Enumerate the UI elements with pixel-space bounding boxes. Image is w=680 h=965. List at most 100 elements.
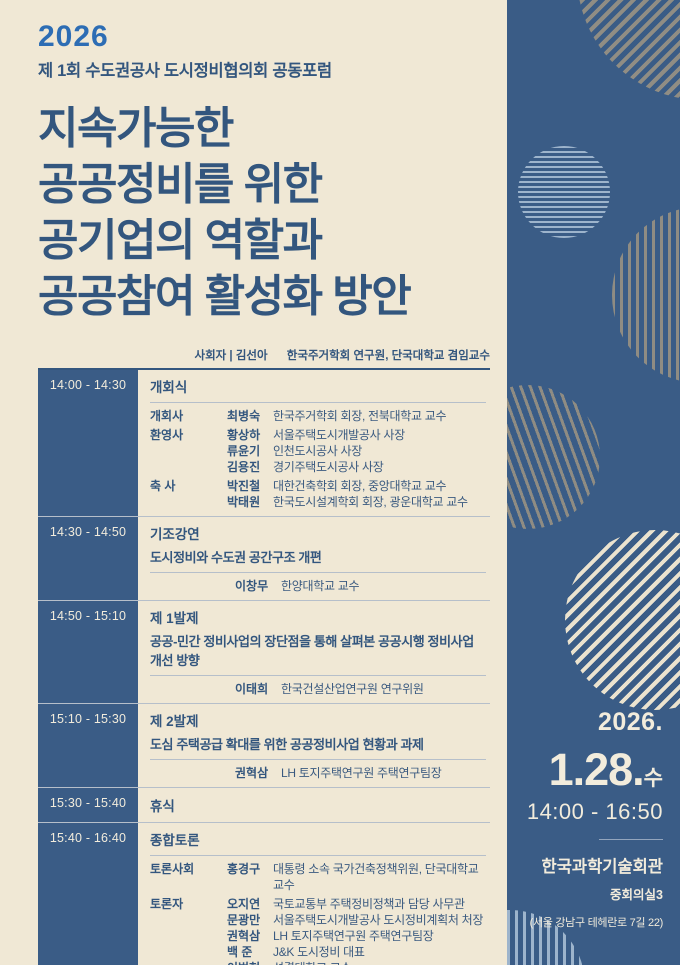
person-name: 이창무	[235, 578, 269, 593]
person-name: 이태희	[235, 681, 269, 696]
sidebar-panel: 2026. 1.28.수 14:00 - 16:50 한국과학기술회관 중회의실…	[507, 0, 680, 965]
moderator-name: 사회자 | 김선아	[194, 349, 268, 362]
moderator-line: 사회자 | 김선아 한국주거학회 연구원, 단국대학교 겸임교수	[38, 347, 490, 363]
person-affiliation: 대한건축학회 회장, 중앙대학교 교수	[273, 478, 447, 493]
person-affiliation: 한국도시설계학회 회장, 광운대학교 교수	[273, 494, 468, 509]
person-affiliation: 인천도시공사 사장	[273, 443, 362, 458]
program-line: 백 준 J&K 도시정비 대표	[150, 944, 486, 960]
divider	[150, 571, 486, 573]
speaker-line: 권혁삼 LH 토지주택연구원 주택연구팀장	[150, 765, 486, 781]
person-name: 박태원	[227, 494, 261, 509]
divider	[150, 674, 486, 676]
speaker-line: 이태희 한국건설산업연구원 연구위원	[150, 681, 486, 697]
person-name: 백 준	[227, 944, 253, 959]
person-affiliation: 서울주택도시개발공사 도시정비계획처 처장	[273, 912, 484, 927]
main-content: 2026 제 1회 수도권공사 도시정비협의회 공동포럼 지속가능한 공공정비를…	[38, 20, 507, 965]
poster-year: 2026	[38, 20, 109, 53]
striped-circle-decoration-2	[518, 146, 610, 238]
title-line-3: 공기업의 역할과	[38, 215, 323, 265]
event-date: 1.28.수	[527, 747, 663, 792]
person-affiliation: 한양대학교 교수	[281, 578, 360, 593]
program-line: 토론자 오지연 국토교통부 주택정비정책과 담당 사무관	[150, 896, 486, 912]
session-title: 휴식	[150, 798, 175, 814]
person-name: 문광만	[227, 912, 261, 927]
person-affiliation: J&K 도시정비 대표	[273, 944, 365, 959]
person-name: 류윤기	[227, 443, 261, 458]
person-affiliation: 한국건설산업연구원 연구위원	[281, 681, 424, 696]
schedule-table: 14:00 - 14:30 개회식 개회사 최병숙 한국주거학회 회장, 전북대…	[38, 367, 490, 965]
event-venue: 한국과학기술회관	[541, 858, 663, 876]
event-room: 중회의실3	[610, 888, 663, 902]
role-label: 토론사회	[150, 861, 195, 876]
person-affiliation: 대통령 소속 국가건축정책위원, 단국대학교 교수	[273, 861, 479, 892]
person-affiliation: LH 토지주택연구원 주택연구팀장	[273, 928, 434, 943]
divider	[150, 854, 486, 856]
program-line: 류윤기 인천도시공사 사장	[150, 443, 486, 459]
schedule-row-break: 15:30 - 15:40 휴식	[38, 787, 490, 823]
person-name: 김용진	[227, 459, 261, 474]
forum-name: 제 1회 수도권공사 도시정비협의회 공동포럼	[38, 62, 332, 80]
time-cell: 14:50 - 15:10	[38, 600, 138, 703]
schedule-row-presentation-1: 14:50 - 15:10 제 1발제 공공-민간 정비사업의 장단점을 통해 …	[38, 600, 490, 704]
role-label: 축 사	[150, 478, 176, 493]
event-address: (서울 강남구 테헤란로 7길 22)	[529, 917, 664, 929]
session-subtitle: 도시정비와 수도권 공간구조 개편	[150, 549, 322, 565]
role-label: 개회사	[150, 408, 184, 423]
session-title: 종합토론	[150, 832, 200, 848]
time-cell: 14:30 - 14:50	[38, 516, 138, 600]
person-affiliation: 서울주택도시개발공사 사장	[273, 427, 405, 442]
schedule-row-discussion: 15:40 - 16:40 종합토론 토론사회 홍경구 대통령 소속 국가건축정…	[38, 822, 490, 965]
program-line: 축 사 박진철 대한건축학회 회장, 중앙대학교 교수	[150, 478, 486, 494]
striped-circle-decoration-5	[565, 530, 680, 710]
striped-circle-decoration-1	[577, 0, 680, 100]
person-affiliation: 경기주택도시공사 사장	[273, 459, 384, 474]
person-affiliation: LH 토지주택연구원 주택연구팀장	[281, 765, 442, 780]
divider	[599, 839, 663, 840]
title-line-2: 공공정비를 위한	[38, 159, 323, 209]
person-name: 권혁삼	[235, 765, 269, 780]
person-name: 오지연	[227, 896, 261, 911]
speaker-line: 이창무 한양대학교 교수	[150, 578, 486, 594]
time-cell: 15:40 - 16:40	[38, 822, 138, 965]
title-line-1: 지속가능한	[38, 104, 234, 153]
divider	[150, 401, 486, 403]
time-cell: 15:30 - 15:40	[38, 787, 138, 822]
program-line: 환영사 황상하 서울주택도시개발공사 사장	[150, 427, 486, 443]
session-title: 제 2발제	[150, 713, 199, 729]
event-year: 2026.	[597, 708, 663, 736]
time-cell: 14:00 - 14:30	[38, 369, 138, 516]
role-label: 토론자	[150, 896, 184, 911]
session-title: 제 1발제	[150, 610, 199, 626]
time-cell: 15:10 - 15:30	[38, 703, 138, 787]
session-subtitle: 공공-민간 정비사업의 장단점을 통해 살펴본 공공시행 정비사업 개선 방향	[150, 633, 474, 668]
schedule-row-opening: 14:00 - 14:30 개회식 개회사 최병숙 한국주거학회 회장, 전북대…	[38, 369, 490, 517]
striped-circle-decoration-4	[507, 385, 600, 529]
session-title: 개회식	[150, 379, 188, 395]
person-name: 권혁삼	[227, 928, 261, 943]
person-name: 황상하	[227, 427, 261, 442]
person-name: 이범현	[227, 960, 273, 965]
program-line: 개회사 최병숙 한국주거학회 회장, 전북대학교 교수	[150, 408, 486, 424]
schedule-row-keynote: 14:30 - 14:50 기조강연 도시정비와 수도권 공간구조 개편 이창무…	[38, 516, 490, 601]
divider	[150, 758, 486, 760]
person-name: 홍경구	[227, 861, 261, 876]
role-label: 환영사	[150, 427, 184, 442]
schedule-row-presentation-2: 15:10 - 15:30 제 2발제 도심 주택공급 확대를 위한 공공정비사…	[38, 703, 490, 788]
event-info: 2026. 1.28.수 14:00 - 16:50 한국과학기술회관 중회의실…	[527, 708, 663, 930]
event-date-number: 1.28.	[548, 744, 645, 795]
poster-title: 지속가능한 공공정비를 위한 공기업의 역할과 공공참여 활성화 방안	[38, 101, 507, 325]
person-name: 박진철	[227, 478, 261, 493]
program-line: 토론사회 홍경구 대통령 소속 국가건축정책위원, 단국대학교 교수	[150, 861, 486, 893]
person-affiliation: 성결대학교 교수	[273, 960, 486, 965]
event-time-range: 14:00 - 16:50	[526, 799, 663, 824]
program-line: 권혁삼 LH 토지주택연구원 주택연구팀장	[150, 928, 486, 944]
person-affiliation: 한국주거학회 회장, 전북대학교 교수	[273, 408, 447, 423]
session-subtitle: 도심 주택공급 확대를 위한 공공정비사업 현황과 과제	[150, 736, 424, 752]
program-line: 김용진 경기주택도시공사 사장	[150, 459, 486, 475]
session-title: 기조강연	[150, 526, 200, 542]
event-weekday: 수	[643, 767, 663, 790]
moderator-affiliation: 한국주거학회 연구원, 단국대학교 겸임교수	[286, 349, 490, 362]
striped-circle-decoration-3	[612, 207, 680, 383]
program-line: 박태원 한국도시설계학회 회장, 광운대학교 교수	[150, 494, 486, 510]
